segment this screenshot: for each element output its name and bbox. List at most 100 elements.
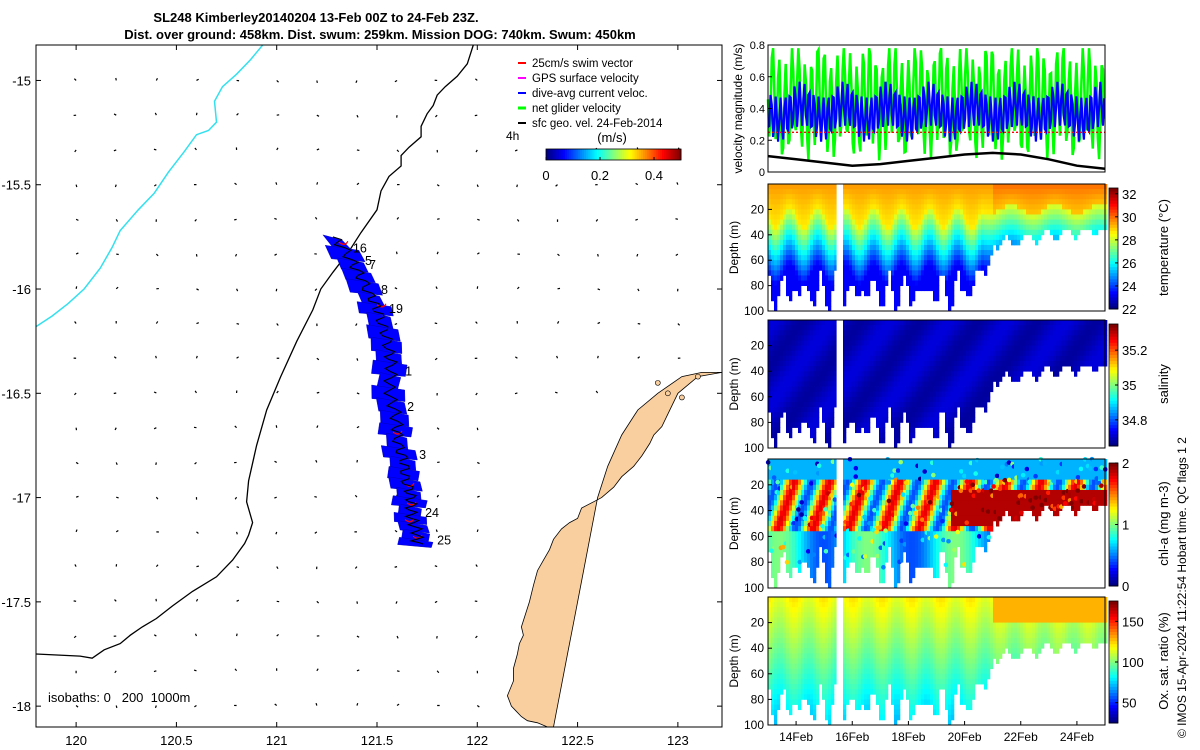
heat-cell	[807, 275, 811, 281]
heat-cell	[777, 422, 781, 428]
heat-cell	[864, 239, 868, 246]
heat-cell	[879, 219, 883, 226]
colorbar-cell	[588, 149, 591, 160]
heat-cell	[846, 520, 850, 527]
heat-cell	[870, 355, 874, 362]
heat-cell	[963, 345, 967, 352]
heat-cell	[945, 391, 949, 398]
heat-cell	[825, 239, 829, 246]
heat-cell	[1098, 214, 1102, 220]
heat-cell	[915, 260, 919, 266]
heat-cell	[774, 500, 778, 506]
heat-cell	[1092, 204, 1096, 210]
heat-cell	[933, 335, 937, 341]
heat-cell	[774, 376, 778, 382]
heat-cell	[951, 371, 955, 377]
heat-cell	[771, 412, 775, 418]
heat-cell	[798, 280, 802, 286]
heat-cell	[780, 360, 784, 367]
heat-cell	[828, 285, 832, 292]
heat-cell	[801, 557, 805, 563]
heat-cell	[792, 474, 796, 481]
heat-cell	[885, 189, 889, 195]
heat-cell	[912, 422, 916, 428]
heat-cell	[966, 224, 970, 231]
heat-cell	[1083, 360, 1087, 367]
colorbar-cell	[670, 149, 674, 160]
heat-cell	[1020, 204, 1024, 210]
heat-cell	[1074, 229, 1078, 236]
heat-cell	[876, 219, 880, 226]
heat-cell	[1026, 229, 1030, 236]
heat-cell	[843, 214, 847, 220]
heat-cell	[861, 396, 865, 403]
heat-cell	[801, 366, 805, 372]
heat-cell	[789, 275, 793, 281]
heat-cell	[783, 474, 787, 481]
heat-cell	[903, 396, 907, 403]
heat-cell	[828, 572, 832, 579]
heat-cell	[963, 417, 967, 423]
heat-cell	[792, 396, 796, 403]
heat-cell	[933, 209, 937, 215]
heat-cell	[1017, 325, 1021, 331]
heat-cell	[1092, 345, 1096, 352]
heat-cell	[1038, 194, 1042, 200]
heat-cell	[966, 355, 970, 362]
heat-cell	[927, 244, 931, 251]
heat-cell	[786, 531, 790, 537]
surface-velocity-arrow	[236, 356, 239, 359]
heat-cell	[861, 376, 865, 382]
heat-cell	[1011, 184, 1015, 190]
heat-cell	[834, 381, 838, 387]
heat-cell	[900, 345, 904, 352]
heat-cell	[831, 219, 835, 226]
heat-cell	[930, 280, 934, 286]
heat-cell	[867, 290, 871, 297]
heat-cell	[798, 320, 802, 326]
heat-cell	[792, 270, 796, 276]
heat-cell	[942, 204, 946, 210]
heat-cell	[924, 366, 928, 372]
heat-cell	[792, 260, 796, 266]
heat-cell	[828, 526, 832, 532]
heat-cell	[912, 350, 916, 357]
heat-cell	[795, 335, 799, 341]
heat-cell	[987, 366, 991, 372]
heat-cell	[897, 275, 901, 281]
heat-cell	[768, 335, 772, 341]
heat-cell	[768, 526, 772, 532]
heat-cell	[813, 345, 817, 352]
heat-cell	[801, 204, 805, 210]
heat-cell	[957, 360, 961, 367]
heat-cell	[846, 464, 850, 470]
heat-cell	[978, 189, 982, 195]
heat-cell	[852, 350, 856, 357]
heat-cell	[1005, 360, 1009, 367]
heat-cell	[903, 260, 907, 266]
heat-cell	[825, 355, 829, 362]
heat-cell	[1065, 189, 1069, 195]
heat-cell	[999, 340, 1003, 346]
heat-cell	[831, 422, 835, 428]
heat-cell	[879, 330, 883, 336]
surface-velocity-arrow	[555, 184, 558, 187]
heat-cell	[813, 386, 817, 393]
heat-cell	[909, 290, 913, 297]
heat-cell	[807, 345, 811, 352]
heat-cell	[855, 360, 859, 367]
heat-cell	[819, 401, 823, 408]
heat-cell	[792, 515, 796, 522]
heat-cell	[936, 376, 940, 382]
heat-cell	[1062, 350, 1066, 357]
surface-velocity-arrow	[154, 705, 157, 709]
heat-cell	[1026, 320, 1030, 326]
heat-cell	[1032, 189, 1036, 195]
heat-cell	[1077, 214, 1081, 220]
heat-cell	[1044, 360, 1048, 367]
heat-cell	[792, 495, 796, 501]
heat-cell	[885, 340, 889, 346]
cbar-cell	[1109, 406, 1118, 410]
surface-velocity-arrow	[115, 705, 118, 709]
heat-cell	[1035, 371, 1039, 377]
